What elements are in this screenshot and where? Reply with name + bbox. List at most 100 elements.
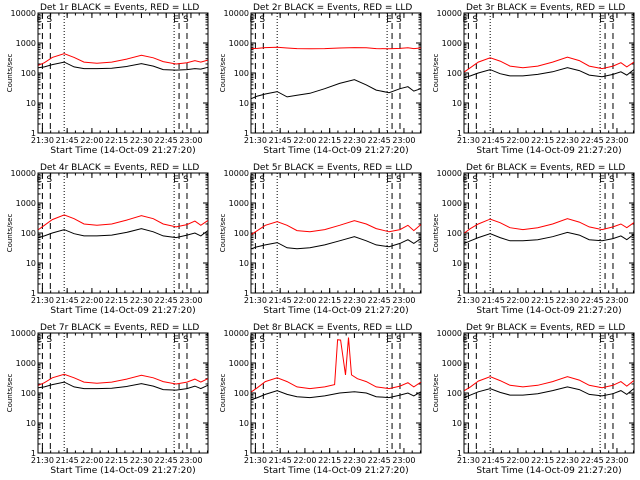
x-tick-label: 22:30 — [556, 296, 579, 305]
x-tick-label: 22:45 — [368, 296, 391, 305]
x-tick-label: 21:30 — [244, 456, 267, 465]
e-marker-label: E — [249, 175, 255, 185]
x-tick-label: 22:00 — [506, 456, 529, 465]
e-marker-label: E — [462, 335, 468, 345]
y-tick-label: 1 — [244, 449, 249, 458]
x-tick-label: 21:45 — [482, 136, 505, 145]
detector-panel-6r: Det 6r BLACK = Events, RED = LLD 1 10 100 10… — [432, 163, 635, 316]
x-tick-label: 22:30 — [556, 456, 579, 465]
y-tick-label: 1000 — [229, 199, 249, 208]
e-marker-label: E — [599, 335, 605, 345]
y-axis-label: Counts/sec — [6, 54, 14, 93]
s-marker-label: S — [396, 175, 402, 185]
y-tick-label: 1 — [244, 129, 249, 138]
y-tick-label: 1000 — [229, 39, 249, 48]
x-axis-label: Start Time (14-Oct-09 21:27:20) — [263, 466, 408, 476]
y-axis-label: Counts/sec — [432, 374, 440, 413]
x-axis-label: Start Time (14-Oct-09 21:27:20) — [476, 466, 621, 476]
y-tick-label: 10 — [452, 259, 462, 268]
e-marker-label: E — [386, 175, 392, 185]
s-marker-label: S — [183, 335, 189, 345]
x-tick-label: 22:30 — [343, 136, 366, 145]
x-tick-label: 23:00 — [179, 296, 202, 305]
series-line-lld — [251, 46, 421, 50]
detector-panel-3r: Det 3r BLACK = Events, RED = LLD 1 10 100 10… — [432, 3, 635, 156]
y-axis-label: Counts/sec — [432, 54, 440, 93]
x-tick-label: 22:30 — [556, 136, 579, 145]
y-tick-label: 100 — [234, 229, 249, 238]
y-tick-label: 100 — [21, 229, 36, 238]
x-tick-label: 23:00 — [392, 136, 415, 145]
e-marker-label: E — [462, 15, 468, 25]
x-tick-label: 22:00 — [80, 296, 103, 305]
x-tick-label: 23:00 — [605, 296, 628, 305]
x-tick-label: 21:45 — [56, 136, 79, 145]
s-marker-label: S — [46, 15, 52, 25]
e-marker-label: E — [36, 335, 42, 345]
x-tick-label: 21:30 — [457, 136, 480, 145]
x-tick-label: 22:15 — [105, 136, 128, 145]
x-tick-label: 22:00 — [293, 456, 316, 465]
s-marker-label: S — [46, 335, 52, 345]
x-tick-label: 21:45 — [482, 456, 505, 465]
y-axis-label: Counts/sec — [6, 214, 14, 253]
e-marker-label: E — [249, 335, 255, 345]
y-tick-label: 10000 — [437, 329, 462, 338]
e-marker-label: E — [173, 175, 179, 185]
x-tick-label: 22:30 — [130, 136, 153, 145]
y-tick-label: 10000 — [11, 9, 36, 18]
e-marker-label: E — [173, 15, 179, 25]
x-tick-label: 21:30 — [457, 296, 480, 305]
y-axis-label: Counts/sec — [219, 374, 227, 413]
y-tick-label: 10000 — [11, 329, 36, 338]
y-tick-label: 100 — [234, 389, 249, 398]
y-tick-label: 1000 — [229, 359, 249, 368]
s-marker-label: S — [396, 15, 402, 25]
y-tick-label: 10 — [452, 99, 462, 108]
y-tick-label: 10 — [26, 99, 36, 108]
x-axis-label: Start Time (14-Oct-09 21:27:20) — [50, 306, 195, 316]
s-marker-label: S — [609, 175, 615, 185]
series-line-lld — [464, 376, 635, 392]
y-tick-label: 1000 — [16, 199, 36, 208]
panel-title: Det 9r BLACK = Events, RED = LLD — [466, 323, 625, 333]
x-tick-label: 22:45 — [581, 456, 604, 465]
s-marker-label: S — [259, 335, 265, 345]
y-tick-label: 10000 — [437, 169, 462, 178]
x-tick-label: 21:30 — [457, 456, 480, 465]
x-tick-label: 23:00 — [605, 136, 628, 145]
x-tick-label: 21:30 — [31, 456, 54, 465]
y-tick-label: 100 — [21, 69, 36, 78]
x-tick-label: 22:45 — [368, 136, 391, 145]
x-tick-label: 21:30 — [31, 296, 54, 305]
x-tick-label: 22:00 — [80, 456, 103, 465]
series-line-events — [251, 390, 422, 401]
s-marker-label: S — [396, 335, 402, 345]
panel-title: Det 3r BLACK = Events, RED = LLD — [466, 3, 625, 13]
y-axis-label: Counts/sec — [432, 214, 440, 253]
y-tick-label: 100 — [447, 229, 462, 238]
y-tick-label: 100 — [447, 389, 462, 398]
s-marker-label: S — [183, 175, 189, 185]
e-marker-label: E — [249, 15, 255, 25]
y-tick-label: 1 — [244, 289, 249, 298]
x-tick-label: 21:30 — [244, 136, 267, 145]
x-tick-label: 22:15 — [318, 136, 341, 145]
s-marker-label: S — [472, 335, 478, 345]
e-marker-label: E — [599, 15, 605, 25]
y-tick-label: 10000 — [437, 9, 462, 18]
detector-panel-9r: Det 9r BLACK = Events, RED = LLD 1 10 100 10… — [432, 323, 635, 476]
x-tick-label: 22:45 — [368, 456, 391, 465]
detector-panel-5r: Det 5r BLACK = Events, RED = LLD 1 10 100 10… — [219, 163, 422, 316]
x-tick-label: 22:15 — [318, 456, 341, 465]
e-marker-label: E — [173, 335, 179, 345]
x-tick-label: 23:00 — [179, 136, 202, 145]
detector-panel-4r: Det 4r BLACK = Events, RED = LLD 1 10 100 10… — [6, 163, 209, 316]
panel-title: Det 8r BLACK = Events, RED = LLD — [253, 323, 412, 333]
x-tick-label: 22:00 — [80, 136, 103, 145]
x-tick-label: 22:45 — [155, 136, 178, 145]
x-axis-label: Start Time (14-Oct-09 21:27:20) — [50, 146, 195, 156]
x-tick-label: 22:00 — [506, 296, 529, 305]
